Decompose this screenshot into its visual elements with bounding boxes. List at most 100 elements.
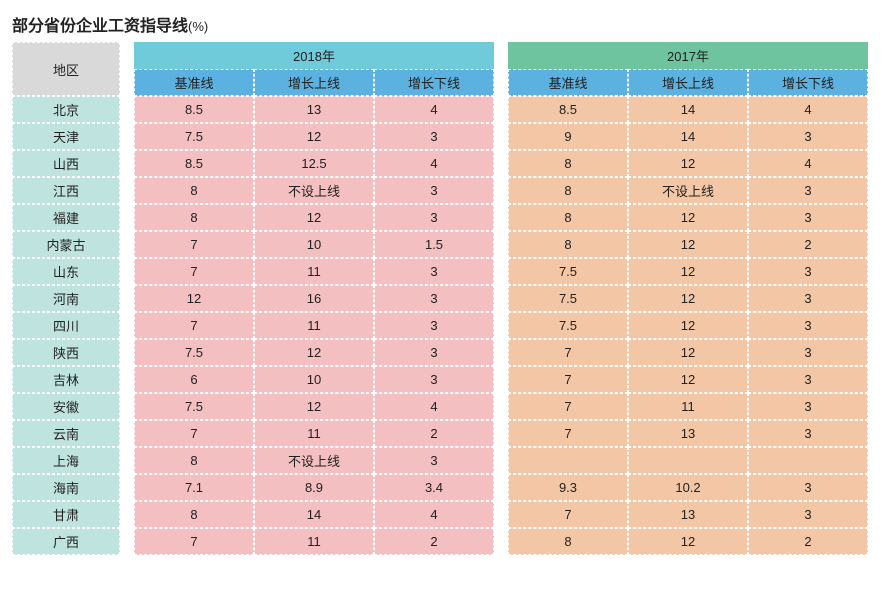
cell-2017: 3 [748,366,868,393]
cell-2017: 14 [628,96,748,123]
gap [494,42,508,69]
region-cell: 广西 [12,528,120,555]
cell-2018: 3 [374,123,494,150]
cell-2017: 7 [508,366,628,393]
cell-2017: 8 [508,204,628,231]
cell-2018: 11 [254,420,374,447]
cell-2017: 12 [628,231,748,258]
cell-2017: 3 [748,393,868,420]
gap [120,447,134,474]
cell-2017: 4 [748,150,868,177]
sub-header-2017-1: 增长上线 [628,69,748,96]
cell-2017: 8 [508,231,628,258]
cell-2017: 11 [628,393,748,420]
cell-2017: 7 [508,393,628,420]
cell-2017: 3 [748,420,868,447]
cell-2018: 2 [374,420,494,447]
gap [494,393,508,420]
cell-2017: 2 [748,528,868,555]
region-cell: 甘肃 [12,501,120,528]
cell-2018: 10 [254,231,374,258]
cell-2017: 8 [508,150,628,177]
cell-2017 [628,447,748,474]
gap [120,312,134,339]
cell-2017: 3 [748,312,868,339]
cell-2018: 14 [254,501,374,528]
cell-2018: 4 [374,501,494,528]
wage-guideline-table: 地区2018年2017年基准线增长上线增长下线基准线增长上线增长下线北京8.51… [12,42,879,555]
gap [494,366,508,393]
cell-2018: 7.5 [134,123,254,150]
gap [494,501,508,528]
cell-2017: 12 [628,528,748,555]
sub-header-2018-0: 基准线 [134,69,254,96]
cell-2017: 8 [508,528,628,555]
cell-2018: 7 [134,312,254,339]
region-cell: 内蒙古 [12,231,120,258]
gap [494,285,508,312]
gap [120,69,134,96]
region-cell: 云南 [12,420,120,447]
title-unit: (%) [188,19,208,34]
cell-2017: 7 [508,420,628,447]
cell-2018: 3 [374,339,494,366]
table-title: 部分省份企业工资指导线(%) [12,12,879,36]
region-cell: 吉林 [12,366,120,393]
region-cell: 四川 [12,312,120,339]
gap [120,96,134,123]
region-cell: 天津 [12,123,120,150]
gap [494,258,508,285]
cell-2017: 不设上线 [628,177,748,204]
cell-2018: 8.5 [134,96,254,123]
gap [494,150,508,177]
cell-2018: 8.9 [254,474,374,501]
cell-2017 [748,447,868,474]
sub-header-2018-1: 增长上线 [254,69,374,96]
year-2017-header: 2017年 [508,42,868,69]
cell-2018: 2 [374,528,494,555]
cell-2017: 7 [508,501,628,528]
cell-2017: 7.5 [508,312,628,339]
cell-2018: 7 [134,231,254,258]
cell-2017: 3 [748,258,868,285]
cell-2018: 4 [374,96,494,123]
cell-2017: 7.5 [508,285,628,312]
gap [120,501,134,528]
cell-2018: 11 [254,528,374,555]
cell-2018: 12 [254,339,374,366]
cell-2018: 3.4 [374,474,494,501]
cell-2018: 3 [374,312,494,339]
year-2018-header: 2018年 [134,42,494,69]
cell-2017: 12 [628,204,748,231]
cell-2018: 12 [254,123,374,150]
region-cell: 上海 [12,447,120,474]
cell-2018: 11 [254,312,374,339]
cell-2017: 8 [508,177,628,204]
cell-2018: 7.5 [134,393,254,420]
cell-2018: 3 [374,204,494,231]
cell-2018: 16 [254,285,374,312]
cell-2018: 8 [134,204,254,231]
cell-2017: 3 [748,285,868,312]
gap [120,150,134,177]
cell-2017: 7 [508,339,628,366]
cell-2017: 3 [748,177,868,204]
cell-2018: 7 [134,528,254,555]
cell-2018: 12 [254,204,374,231]
cell-2017: 12 [628,258,748,285]
cell-2018: 3 [374,177,494,204]
gap [120,393,134,420]
cell-2018: 12 [254,393,374,420]
gap [120,474,134,501]
gap [120,366,134,393]
cell-2018: 3 [374,447,494,474]
region-cell: 福建 [12,204,120,231]
cell-2018: 7 [134,258,254,285]
region-cell: 陕西 [12,339,120,366]
gap [494,339,508,366]
cell-2018: 1.5 [374,231,494,258]
region-cell: 海南 [12,474,120,501]
cell-2018: 7 [134,420,254,447]
cell-2018: 13 [254,96,374,123]
gap [494,123,508,150]
